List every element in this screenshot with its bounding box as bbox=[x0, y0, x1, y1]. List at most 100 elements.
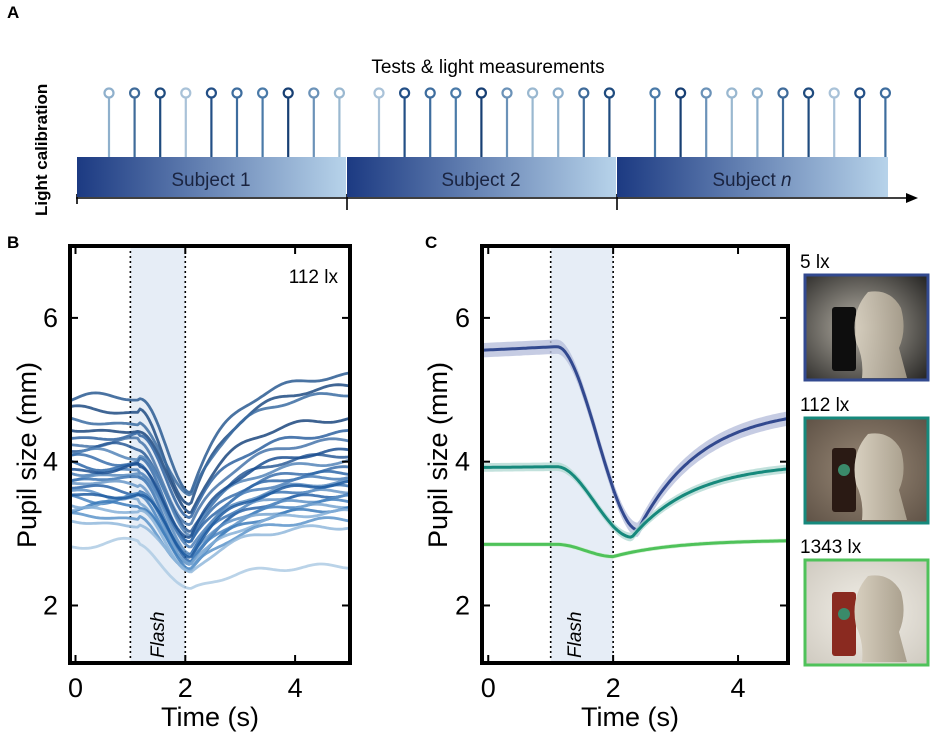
test-pin-head bbox=[282, 87, 294, 99]
subject-trace-06 bbox=[70, 436, 350, 527]
test-pin-head bbox=[231, 87, 243, 99]
mannequin-head-icon bbox=[854, 433, 907, 520]
test-pin-head bbox=[649, 87, 661, 99]
photo-legend: 5 lx 112 lx 1343 lx bbox=[800, 252, 930, 667]
eye-icon bbox=[838, 464, 850, 476]
flash-label-b: Flash bbox=[148, 612, 169, 658]
x-tick-label-c: 2 bbox=[606, 673, 621, 703]
subject-trace-20 bbox=[70, 505, 350, 573]
subject-trace-08 bbox=[70, 447, 350, 537]
y-tick-label-c: 4 bbox=[455, 447, 470, 477]
test-pin-head bbox=[205, 87, 217, 99]
x-tick-label-b: 2 bbox=[178, 673, 193, 703]
test-pin-head bbox=[475, 87, 487, 99]
test-pin-head bbox=[180, 87, 192, 99]
flash-label-c: Flash bbox=[565, 612, 586, 658]
subject-n-prefix: Subject bbox=[712, 170, 781, 191]
subject-trace-24 bbox=[70, 447, 350, 539]
test-pin-head bbox=[700, 87, 712, 99]
test-pin-head bbox=[103, 87, 115, 99]
test-pin-head bbox=[399, 87, 411, 99]
y-axis-title-c: Pupil size (mm) bbox=[423, 362, 453, 548]
x-tick-label-b: 4 bbox=[288, 673, 303, 703]
eye-icon bbox=[838, 608, 850, 620]
x-tick-label-c: 0 bbox=[481, 673, 496, 703]
test-pin-head bbox=[751, 87, 764, 99]
panel-c-letter: C bbox=[425, 233, 437, 252]
test-pin-head bbox=[674, 87, 687, 99]
test-pin-head bbox=[828, 87, 840, 99]
subject-trace-01 bbox=[70, 371, 350, 494]
subject-2-label: Subject 2 bbox=[441, 170, 520, 191]
phone-icon bbox=[832, 448, 856, 512]
y-tick-label-b: 4 bbox=[43, 447, 58, 477]
test-pin-head bbox=[373, 87, 385, 99]
photo-5-lx-border bbox=[803, 273, 930, 382]
test-pin-head bbox=[129, 87, 141, 99]
test-pin-head bbox=[854, 87, 866, 99]
panel-b-letter: B bbox=[7, 233, 19, 252]
timeline-arrowhead bbox=[906, 193, 918, 203]
photo-1343-lx bbox=[803, 558, 930, 667]
subject-block-n bbox=[617, 157, 888, 197]
subject-block-1 bbox=[77, 157, 346, 197]
ticks-c: 0 2 4 2 4 6 bbox=[455, 246, 788, 703]
test-pin-head bbox=[501, 87, 513, 99]
photo-label-5-lx: 5 lx bbox=[800, 252, 830, 273]
photo-112-lx bbox=[803, 416, 930, 525]
subject-trace-03 bbox=[70, 392, 350, 497]
subject-trace-23 bbox=[70, 479, 350, 559]
traces-c bbox=[482, 339, 788, 559]
x-axis-title-b: Time (s) bbox=[161, 702, 259, 732]
subject-trace-04 bbox=[70, 416, 350, 514]
x-tick-label-b: 0 bbox=[68, 673, 83, 703]
mean-trace-1343-lx bbox=[482, 539, 788, 559]
y-axis-title-b: Pupil size (mm) bbox=[12, 362, 42, 548]
y-tick-label-c: 2 bbox=[455, 590, 470, 620]
phone-icon bbox=[832, 592, 856, 656]
subject-blocks: Subject 1 Subject 2 Subject n bbox=[77, 157, 888, 197]
test-pin-head bbox=[552, 87, 564, 99]
tests-header: Tests & light measurements bbox=[371, 57, 604, 78]
axes-frame-b bbox=[68, 244, 352, 665]
subject-trace-25 bbox=[70, 536, 350, 590]
mannequin-head-icon bbox=[854, 575, 907, 662]
y-tick-label-c: 6 bbox=[455, 303, 470, 333]
mannequin-head-icon bbox=[854, 291, 907, 378]
y-tick-label-b: 2 bbox=[43, 590, 58, 620]
mean-trace-5-lx bbox=[482, 345, 788, 532]
ticks-b: 0 2 4 2 4 6 bbox=[43, 246, 350, 703]
photo-5-lx bbox=[803, 273, 930, 382]
x-tick-label-c: 4 bbox=[731, 673, 746, 703]
test-pin-head bbox=[777, 87, 789, 99]
test-pin-head bbox=[424, 87, 436, 99]
test-pin-head bbox=[450, 87, 462, 99]
subject-trace-22 bbox=[70, 519, 350, 574]
photo-label-1343-lx: 1343 lx bbox=[800, 537, 862, 558]
traces-b bbox=[70, 371, 350, 590]
subject-block-2 bbox=[347, 157, 616, 197]
annotation-112-lx: 112 lx bbox=[289, 267, 339, 288]
test-pin-head bbox=[333, 87, 345, 99]
photo-112-lx-border bbox=[803, 416, 930, 525]
chart-b: 0 2 4 2 4 6 112 lx Flash Time (s) Pupil size … bbox=[12, 244, 352, 732]
test-pin-head bbox=[257, 87, 269, 99]
subject-trace-09 bbox=[70, 453, 350, 544]
subject-trace-21 bbox=[70, 511, 350, 571]
subject-n-italic: n bbox=[781, 170, 792, 191]
panel-a-letter: A bbox=[7, 3, 19, 22]
y-tick-label-b: 6 bbox=[43, 303, 58, 333]
test-pin-head bbox=[578, 87, 590, 99]
light-calibration-label: Light calibration bbox=[32, 84, 51, 216]
mean-trace-112-lx bbox=[482, 465, 788, 539]
chart-c: 0 2 4 2 4 6 Flash Time (s) Pupil size (mm) bbox=[423, 244, 790, 732]
subject-trace-05 bbox=[70, 429, 350, 519]
axes-frame-c bbox=[480, 244, 790, 665]
photo-1343-lx-border bbox=[803, 558, 930, 667]
test-pin-head bbox=[879, 87, 892, 99]
subject-n-label: Subject n bbox=[712, 170, 791, 191]
test-pin-head bbox=[308, 87, 320, 99]
x-axis-title-c: Time (s) bbox=[581, 702, 679, 732]
test-pins bbox=[103, 87, 892, 157]
